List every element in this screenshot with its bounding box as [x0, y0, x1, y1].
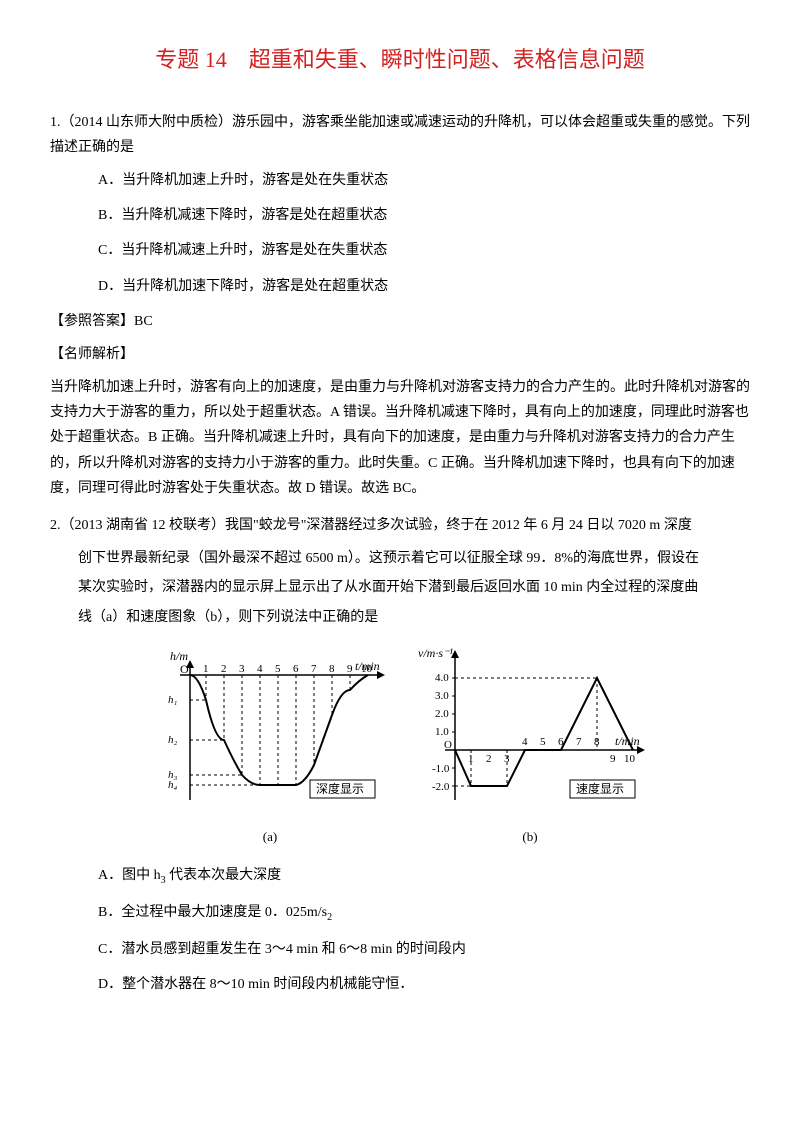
svg-text:1: 1	[203, 663, 209, 675]
svg-text:1.0: 1.0	[435, 726, 449, 738]
svg-text:4: 4	[257, 663, 263, 675]
q2-option-b: B．全过程中最大加速度是 0．025m/s2	[50, 900, 750, 927]
figure-container: h/m t/min O 123 456 789 10	[50, 645, 750, 848]
q2-option-d: D．整个潜水器在 8～10 min 时间段内机械能守恒．	[50, 972, 750, 997]
svg-text:7: 7	[311, 663, 317, 675]
figure-b: v/m·s⁻¹ t/min -2.0 -1.0 O 1.0 2.0 3.0 4.…	[410, 645, 650, 848]
q2-line3: 某次实验时，深潜器内的显示屏上显示出了从水面开始下潜到最后返回水面 10 min…	[50, 575, 750, 600]
svg-text:2: 2	[486, 753, 492, 765]
svg-text:10: 10	[624, 753, 636, 765]
svg-text:6: 6	[293, 663, 299, 675]
depth-label: 深度显示	[316, 781, 364, 796]
q2-option-c: C．潜水员感到超重发生在 3～4 min 和 6～8 min 的时间段内	[50, 937, 750, 962]
svg-text:3.0: 3.0	[435, 690, 449, 702]
question-1: 1.（2014 山东师大附中质检）游乐园中，游客乘坐能加速或减速运动的升降机，可…	[50, 110, 750, 299]
q1-stem: 1.（2014 山东师大附中质检）游乐园中，游客乘坐能加速或减速运动的升降机，可…	[50, 110, 750, 160]
svg-text:v/m·s⁻¹: v/m·s⁻¹	[418, 646, 453, 660]
svg-text:5: 5	[275, 663, 281, 675]
depth-chart: h/m t/min O 123 456 789 10	[150, 645, 390, 825]
figure-a-label: (a)	[263, 825, 277, 848]
analysis-title: 【名师解析】	[50, 342, 750, 367]
svg-text:-2.0: -2.0	[432, 781, 450, 793]
svg-text:2.0: 2.0	[435, 708, 449, 720]
svg-text:7: 7	[576, 736, 582, 748]
q1-option-b: B．当升降机减速下降时，游客是处在超重状态	[50, 203, 750, 228]
q2-line4: 线（a）和速度图象（b），则下列说法中正确的是	[50, 605, 750, 630]
svg-text:h/m: h/m	[170, 649, 188, 663]
q1-option-a: A．当升降机加速上升时，游客是处在失重状态	[50, 168, 750, 193]
page-title: 专题 14 超重和失重、瞬时性问题、表格信息问题	[50, 40, 750, 80]
svg-text:5: 5	[540, 736, 546, 748]
svg-text:-1.0: -1.0	[432, 763, 450, 775]
speed-label: 速度显示	[576, 781, 624, 796]
q2-line2: 创下世界最新纪录（国外最深不超过 6500 m）。这预示着它可以征服全球 99．…	[50, 546, 750, 571]
svg-text:9: 9	[610, 753, 616, 765]
q2-line1: 2.（2013 湖南省 12 校联考）我国"蛟龙号"深潜器经过多次试验，终于在 …	[50, 513, 750, 538]
q1-option-c: C．当升降机减速上升时，游客是处在失重状态	[50, 238, 750, 263]
svg-text:9: 9	[347, 663, 353, 675]
question-2: 2.（2013 湖南省 12 校联考）我国"蛟龙号"深潜器经过多次试验，终于在 …	[50, 513, 750, 630]
answer-block: 【参照答案】BC 【名师解析】 当升降机加速上升时，游客有向上的加速度，是由重力…	[50, 309, 750, 501]
svg-text:O: O	[180, 662, 189, 676]
svg-text:8: 8	[329, 663, 335, 675]
q2-option-a: A．图中 h3 代表本次最大深度	[50, 863, 750, 890]
figure-b-label: (b)	[522, 825, 537, 848]
svg-text:4.0: 4.0	[435, 672, 449, 684]
q1-option-d: D．当升降机加速下降时，游客是处在超重状态	[50, 274, 750, 299]
svg-text:3: 3	[239, 663, 245, 675]
svg-text:t/min: t/min	[615, 734, 640, 748]
svg-text:h₁: h₁	[168, 694, 178, 706]
speed-chart: v/m·s⁻¹ t/min -2.0 -1.0 O 1.0 2.0 3.0 4.…	[410, 645, 650, 825]
q2-options: A．图中 h3 代表本次最大深度 B．全过程中最大加速度是 0．025m/s2 …	[50, 863, 750, 997]
svg-text:h₂: h₂	[168, 734, 178, 746]
figure-a: h/m t/min O 123 456 789 10	[150, 645, 390, 848]
answer-ref: 【参照答案】BC	[50, 309, 750, 334]
svg-text:O: O	[444, 739, 452, 751]
svg-text:2: 2	[221, 663, 227, 675]
svg-text:4: 4	[522, 736, 528, 748]
svg-text:h₄: h₄	[168, 779, 178, 791]
analysis-body: 当升降机加速上升时，游客有向上的加速度，是由重力与升降机对游客支持力的合力产生的…	[50, 375, 750, 501]
svg-text:10: 10	[361, 663, 373, 675]
